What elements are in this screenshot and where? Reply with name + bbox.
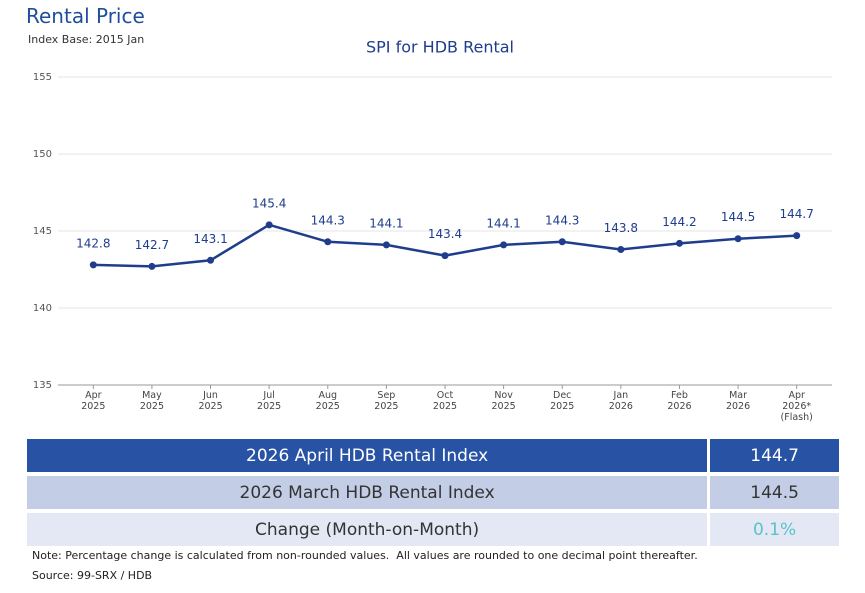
x-tick-label: Feb 2026 bbox=[667, 390, 692, 412]
data-point bbox=[324, 238, 332, 246]
chart-title: SPI for HDB Rental bbox=[366, 38, 514, 57]
data-point bbox=[265, 221, 273, 229]
data-label: 142.8 bbox=[76, 236, 110, 250]
data-point bbox=[617, 245, 625, 253]
data-label: 144.2 bbox=[662, 215, 696, 229]
x-tick-label: Jan 2026 bbox=[608, 390, 633, 412]
row-label: Change (Month-on-Month) bbox=[27, 513, 711, 546]
row-value: 144.5 bbox=[710, 476, 839, 509]
x-tick-label: Apr 2026* (Flash) bbox=[780, 390, 813, 423]
data-point bbox=[675, 239, 683, 247]
x-tick-label: Apr 2025 bbox=[81, 390, 106, 412]
y-tick-label: 145 bbox=[33, 226, 52, 237]
x-tick-label: Dec 2025 bbox=[550, 390, 575, 412]
data-point bbox=[148, 262, 156, 270]
data-point bbox=[441, 252, 449, 260]
data-point bbox=[558, 238, 566, 246]
y-tick-label: 140 bbox=[33, 303, 52, 314]
data-label: 143.8 bbox=[604, 221, 638, 235]
data-point bbox=[734, 235, 742, 243]
x-tick-label: Jul 2025 bbox=[257, 390, 282, 412]
data-label: 144.3 bbox=[311, 213, 345, 227]
data-label: 145.4 bbox=[252, 196, 286, 210]
x-tick-label: Jun 2025 bbox=[198, 390, 223, 412]
page-title: Rental Price bbox=[26, 4, 145, 28]
summary-table: 2026 April HDB Rental Index 144.7 2026 Ma… bbox=[27, 435, 839, 550]
x-tick-label: May 2025 bbox=[139, 390, 165, 412]
row-value: 144.7 bbox=[710, 439, 839, 472]
chart: SPI for HDB Rental 135 140 145 150 155 142.8 1… bbox=[33, 38, 832, 391]
data-label: 144.5 bbox=[721, 210, 755, 224]
data-point bbox=[89, 261, 97, 269]
data-label: 144.3 bbox=[545, 213, 579, 227]
x-tick-label: Mar 2026 bbox=[725, 390, 751, 412]
data-label: 144.1 bbox=[486, 216, 520, 230]
data-label: 143.1 bbox=[193, 232, 227, 246]
data-point bbox=[207, 256, 215, 264]
x-tick-label: Aug 2025 bbox=[315, 390, 340, 412]
note: Note: Percentage change is calculated fr… bbox=[32, 549, 698, 562]
x-tick-label: Nov 2025 bbox=[491, 390, 516, 412]
data-label: 144.1 bbox=[369, 216, 403, 230]
x-tick-label: Sep 2025 bbox=[374, 390, 399, 412]
row-label: 2026 March HDB Rental Index bbox=[27, 476, 711, 509]
y-tick-label: 155 bbox=[33, 72, 52, 83]
y-tick-label: 135 bbox=[33, 380, 52, 391]
data-label: 143.4 bbox=[428, 227, 462, 241]
data-point bbox=[382, 241, 390, 249]
data-label: 144.7 bbox=[780, 207, 814, 221]
x-tick-label: Oct 2025 bbox=[432, 390, 458, 412]
data-point bbox=[793, 232, 801, 240]
source: Source: 99-SRX / HDB bbox=[32, 569, 153, 582]
y-tick-label: 150 bbox=[33, 149, 52, 160]
data-point bbox=[500, 241, 508, 249]
row-label: 2026 April HDB Rental Index bbox=[27, 439, 711, 472]
data-label: 142.7 bbox=[135, 238, 169, 252]
row-value: 0.1% bbox=[710, 513, 839, 546]
page-subtitle: Index Base: 2015 Jan bbox=[28, 33, 145, 46]
